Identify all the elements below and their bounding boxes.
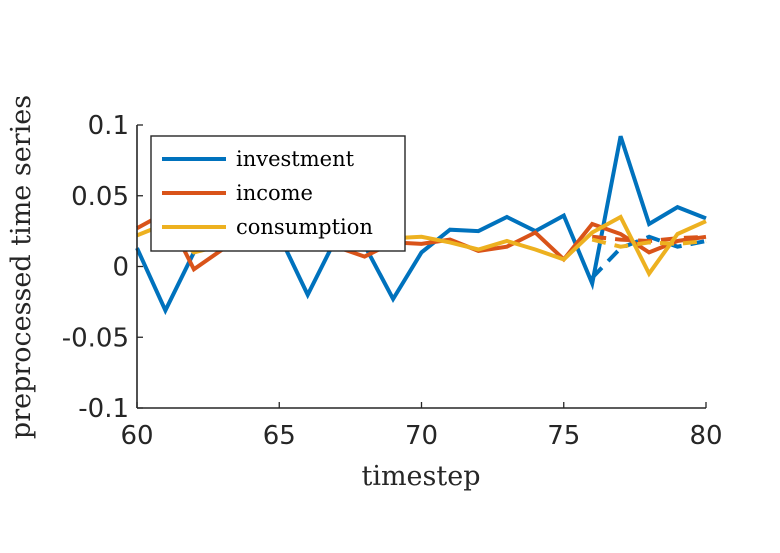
legend-label-investment: investment — [236, 147, 355, 171]
y-tick-label: 0 — [112, 253, 129, 283]
ticks: 60 65 70 75 80 0.1 0.05 0 -0.05 -0.1 — [62, 111, 723, 451]
x-axis-title: timestep — [361, 461, 480, 492]
x-tick-label: 80 — [689, 421, 722, 451]
y-axis-title: preprocessed time series — [6, 95, 37, 439]
legend-label-consumption: consumption — [236, 215, 373, 239]
x-tick-label: 70 — [405, 421, 438, 451]
x-tick-label: 65 — [263, 421, 296, 451]
forecast-line-consumption — [591, 237, 707, 249]
y-tick-label: -0.05 — [62, 323, 129, 353]
forecast-line-investment — [590, 234, 707, 280]
legend-label-income: income — [236, 181, 313, 205]
y-tick-label: 0.1 — [88, 111, 129, 141]
y-tick-label: 0.05 — [71, 182, 129, 212]
legend: investment income consumption — [150, 135, 406, 252]
y-tick-label: -0.1 — [78, 394, 129, 424]
x-tick-label: 75 — [547, 421, 580, 451]
x-tick-label: 60 — [120, 421, 153, 451]
